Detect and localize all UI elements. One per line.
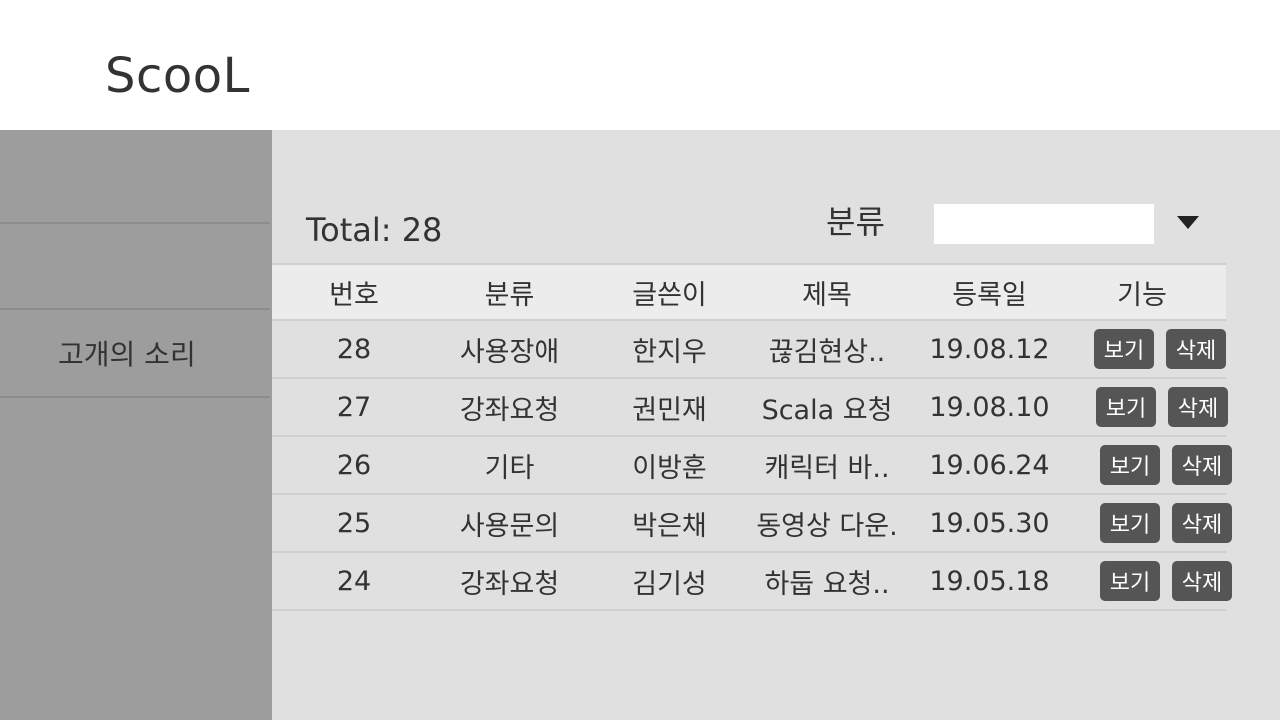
row-author: 이방훈 <box>632 452 707 484</box>
view-button[interactable]: 보기 <box>1100 561 1160 601</box>
row-author: 한지우 <box>632 336 707 368</box>
row-date: 19.06.24 <box>929 449 1050 481</box>
view-button[interactable]: 보기 <box>1096 387 1156 427</box>
main-content: Total: 28 분류 번호 분류 글쓴이 제목 등록일 기능 28 사용장애… <box>272 130 1280 720</box>
view-button[interactable]: 보기 <box>1094 329 1154 369</box>
row-author: 박은채 <box>632 510 707 542</box>
sidebar-divider <box>0 396 270 398</box>
view-button[interactable]: 보기 <box>1100 503 1160 543</box>
header-category: 분류 <box>484 279 535 311</box>
delete-button[interactable]: 삭제 <box>1166 329 1226 369</box>
row-actions: 보기 삭제 <box>1100 553 1232 609</box>
table-row: 27 강좌요청 권민재 Scala 요청 19.08.10 보기 삭제 <box>272 379 1228 437</box>
row-title[interactable]: 끊김현상.. <box>768 336 886 368</box>
delete-button[interactable]: 삭제 <box>1168 387 1228 427</box>
total-count: Total: 28 <box>306 211 443 249</box>
table-header-row: 번호 분류 글쓴이 제목 등록일 기능 <box>272 263 1226 321</box>
row-actions: 보기 삭제 <box>1096 379 1228 435</box>
table-row: 28 사용장애 한지우 끊김현상.. 19.08.12 보기 삭제 <box>272 321 1226 379</box>
triangle-down-icon[interactable] <box>1177 216 1199 229</box>
row-category: 사용문의 <box>459 510 560 542</box>
header: ScooL <box>0 0 1280 130</box>
row-number: 24 <box>336 565 372 597</box>
row-category: 기타 <box>484 452 535 484</box>
sidebar-divider <box>0 308 270 310</box>
delete-button[interactable]: 삭제 <box>1172 503 1232 543</box>
view-button[interactable]: 보기 <box>1100 445 1160 485</box>
row-title[interactable]: Scala 요청 <box>761 394 893 426</box>
app-logo[interactable]: ScooL <box>105 48 250 104</box>
row-category: 강좌요청 <box>459 568 560 600</box>
row-actions: 보기 삭제 <box>1100 437 1232 493</box>
row-number: 28 <box>336 333 372 365</box>
row-date: 19.05.18 <box>929 565 1050 597</box>
delete-button[interactable]: 삭제 <box>1172 561 1232 601</box>
row-date: 19.05.30 <box>929 507 1050 539</box>
row-author: 권민재 <box>632 394 707 426</box>
header-function: 기능 <box>1117 279 1167 311</box>
row-category: 강좌요청 <box>459 394 560 426</box>
sidebar-divider <box>0 222 270 224</box>
header-title: 제목 <box>802 279 852 311</box>
row-title[interactable]: 캐릭터 바.. <box>764 452 890 484</box>
row-number: 27 <box>336 391 372 423</box>
row-number: 26 <box>336 449 372 481</box>
table-row: 24 강좌요청 김기성 하둡 요청.. 19.05.18 보기 삭제 <box>272 553 1232 611</box>
sidebar: 고개의 소리 <box>0 130 272 720</box>
header-date: 등록일 <box>952 279 1027 311</box>
header-number: 번호 <box>329 279 379 311</box>
posts-table: 번호 분류 글쓴이 제목 등록일 기능 28 사용장애 한지우 끊김현상.. 1… <box>272 263 1232 611</box>
category-filter-label: 분류 <box>826 203 885 241</box>
row-title[interactable]: 동영상 다운. <box>756 510 898 542</box>
row-actions: 보기 삭제 <box>1094 321 1226 377</box>
row-actions: 보기 삭제 <box>1100 495 1232 551</box>
row-title[interactable]: 하둡 요청.. <box>764 568 890 600</box>
row-author: 김기성 <box>632 568 707 600</box>
delete-button[interactable]: 삭제 <box>1172 445 1232 485</box>
row-number: 25 <box>336 507 372 539</box>
sidebar-item-voice[interactable]: 고개의 소리 <box>58 338 196 371</box>
table-row: 25 사용문의 박은채 동영상 다운. 19.05.30 보기 삭제 <box>272 495 1232 553</box>
row-date: 19.08.10 <box>929 391 1050 423</box>
category-select[interactable] <box>934 204 1154 244</box>
table-row: 26 기타 이방훈 캐릭터 바.. 19.06.24 보기 삭제 <box>272 437 1232 495</box>
row-category: 사용장애 <box>459 336 560 368</box>
header-author: 글쓴이 <box>632 279 707 311</box>
row-date: 19.08.12 <box>929 333 1050 365</box>
